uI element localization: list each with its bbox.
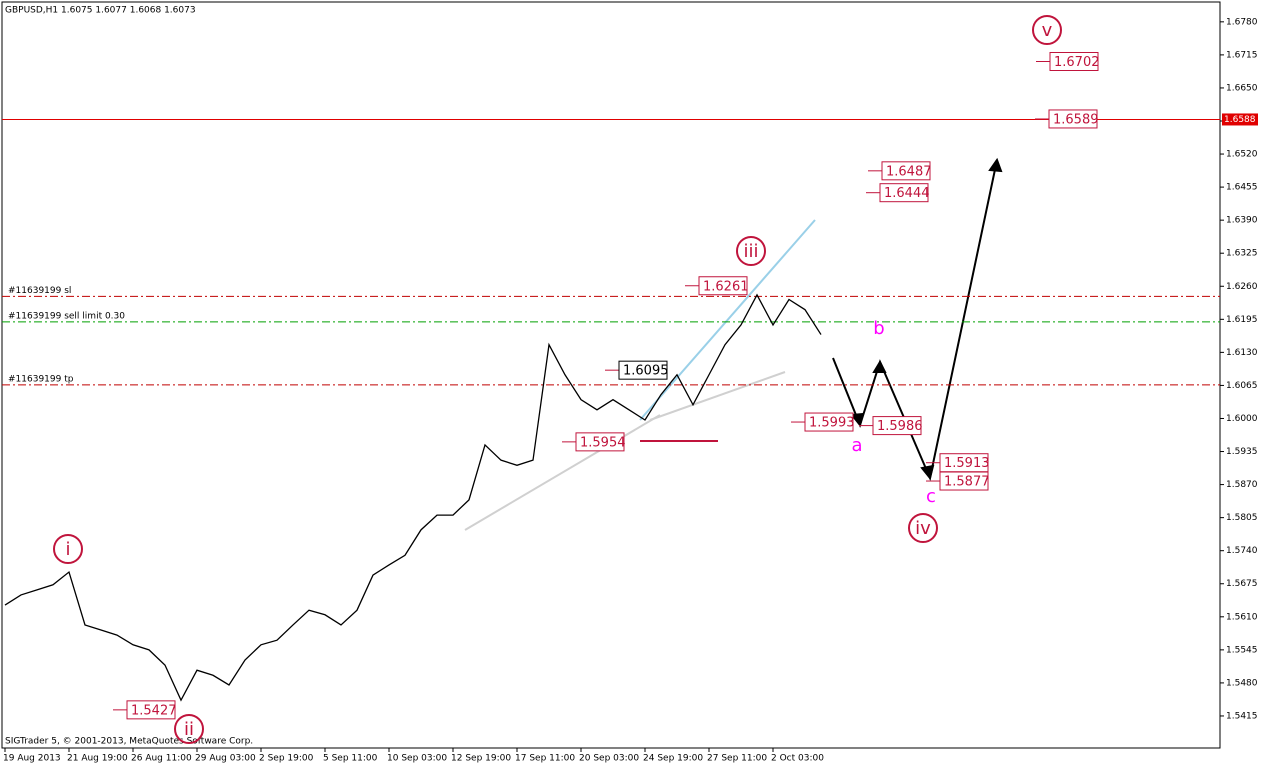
annotation: 1.6095: [623, 364, 669, 379]
x-tick-label: 29 Aug 03:00: [195, 754, 256, 764]
y-tick-label: 1.6650: [1226, 83, 1258, 93]
y-tick-label: 1.6195: [1226, 315, 1258, 325]
y-tick-label: 1.5610: [1226, 612, 1258, 622]
x-tick-label: 19 Aug 2013: [3, 754, 61, 764]
annotation: 1.5427: [131, 703, 177, 718]
y-tick-label: 1.5480: [1226, 678, 1258, 688]
y-tick-label: 1.6065: [1226, 381, 1258, 391]
x-tick-label: 2 Oct 03:00: [771, 754, 824, 764]
y-tick-label: 1.5415: [1226, 711, 1258, 721]
chart-title: GBPUSD,H1 1.6075 1.6077 1.6068 1.6073: [5, 6, 196, 16]
annotation-box: [575, 432, 625, 452]
y-tick-label: 1.6455: [1226, 183, 1258, 193]
footer: SIGTrader 5, © 2001-2013, MetaQuotes Sof…: [5, 737, 253, 747]
x-tick-label: 17 Sep 11:00: [515, 754, 575, 764]
annotation: 1.5913: [944, 456, 990, 471]
annotation: 1.6487: [886, 164, 932, 179]
annotation-box: [804, 412, 854, 432]
annotation: 1.5986: [877, 419, 923, 434]
wave-label: v: [1042, 20, 1053, 41]
annotation-box: [939, 471, 989, 491]
annotation-box: [1048, 109, 1098, 129]
annotation: 1.5954: [580, 435, 626, 450]
y-tick-label: 1.6000: [1226, 414, 1258, 424]
annotation: 1.5993: [809, 416, 855, 431]
x-tick-label: 12 Sep 19:00: [451, 754, 511, 764]
annotation: 1.6589: [1053, 112, 1099, 127]
wave-label: i: [65, 539, 70, 560]
y-tick-label: 1.6325: [1226, 249, 1258, 259]
x-tick-label: 2 Sep 19:00: [259, 754, 314, 764]
order-label: #11639199 tp: [8, 374, 74, 384]
plot-frame: [1, 1, 1221, 749]
annotation-box: [881, 161, 931, 181]
x-tick-label: 5 Sep 11:00: [323, 754, 378, 764]
annotation: 1.6261: [703, 279, 749, 294]
y-tick-label: 1.6390: [1226, 216, 1258, 226]
trend-lines: [464, 219, 816, 531]
order-label: #11639199 sl: [8, 286, 71, 296]
y-tick-label: 1.6130: [1226, 348, 1258, 358]
annotation-box: [698, 276, 748, 296]
annotation: 1.6702: [1054, 55, 1100, 70]
x-tick-label: 21 Aug 19:00: [67, 754, 128, 764]
wave-label: iv: [915, 518, 931, 539]
price-tag: [1222, 113, 1258, 126]
wave-label: c: [926, 486, 936, 507]
y-tick-label: 1.6520: [1226, 150, 1258, 160]
wave-circle: [736, 236, 766, 266]
annotation-box: [879, 183, 929, 203]
wave-label: a: [851, 435, 862, 456]
wave-label: iii: [743, 241, 758, 262]
annotation-box: [618, 360, 668, 380]
y-tick-label: 1.6780: [1226, 17, 1258, 27]
price-tag-label: 1.6588: [1224, 115, 1256, 125]
x-tick-label: 24 Sep 19:00: [643, 754, 703, 764]
wave-circle: [174, 714, 204, 744]
wave-circle: [908, 513, 938, 543]
annotation: 1.6444: [884, 186, 930, 201]
projection-arrows: [832, 157, 1003, 482]
annotation-box: [126, 700, 176, 720]
wave-label: b: [873, 318, 884, 339]
y-tick-label: 1.5675: [1226, 579, 1258, 589]
annotation: 1.5877: [944, 475, 990, 490]
y-tick-label: 1.6260: [1226, 282, 1258, 292]
wave-label: ii: [184, 719, 194, 740]
x-tick-label: 10 Sep 03:00: [387, 754, 447, 764]
y-tick-label: 1.5935: [1226, 447, 1258, 457]
wave-circle: [1032, 15, 1062, 45]
y-tick-label: 1.5870: [1226, 480, 1258, 490]
x-tick-label: 20 Sep 03:00: [579, 754, 639, 764]
y-tick-label: 1.6715: [1226, 50, 1258, 60]
order-label: #11639199 sell limit 0.30: [8, 311, 125, 321]
annotation-box: [872, 416, 922, 436]
y-tick-label: 1.5545: [1226, 645, 1258, 655]
x-tick-label: 27 Sep 11:00: [707, 754, 767, 764]
price-series: [4, 293, 822, 702]
wave-circle: [53, 534, 83, 564]
y-tick-label: 1.5805: [1226, 513, 1258, 523]
x-tick-label: 26 Aug 11:00: [131, 754, 192, 764]
annotation-box: [1049, 51, 1099, 71]
y-tick-label: 1.5740: [1226, 546, 1258, 556]
